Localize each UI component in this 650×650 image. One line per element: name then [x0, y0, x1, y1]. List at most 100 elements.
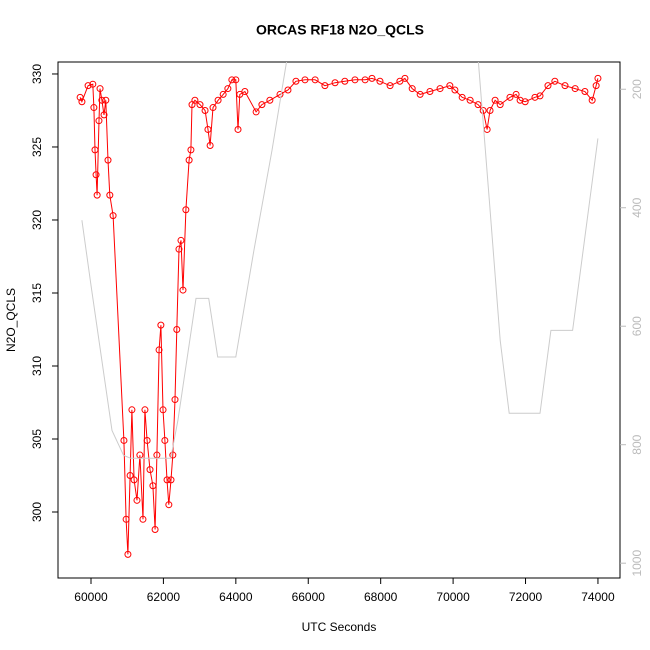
x-tick-label: 66000 — [292, 590, 326, 604]
data-point — [436, 85, 444, 93]
data-point — [544, 82, 552, 90]
data-point — [177, 236, 185, 244]
data-point — [276, 90, 284, 98]
y-tick-label: 315 — [30, 283, 44, 303]
x-tick-label: 68000 — [364, 590, 398, 604]
data-point — [149, 482, 157, 490]
data-point — [266, 96, 274, 104]
data-point — [594, 74, 602, 82]
data-point — [458, 93, 466, 101]
data-point — [236, 90, 244, 98]
data-point — [466, 96, 474, 104]
data-point — [416, 90, 424, 98]
plot-area — [76, 62, 602, 558]
data-point — [163, 476, 171, 484]
data-point — [376, 77, 384, 85]
y2-tick-label: 200 — [630, 79, 644, 99]
data-point — [102, 96, 110, 104]
data-point — [146, 466, 154, 474]
data-point — [191, 96, 199, 104]
data-point — [106, 191, 114, 199]
data-point — [169, 451, 177, 459]
data-point — [321, 82, 329, 90]
data-point — [179, 286, 187, 294]
data-point — [341, 77, 349, 85]
y-axis-label: N2O_QCLS — [4, 288, 18, 352]
data-point — [139, 515, 147, 523]
data-point — [331, 79, 339, 87]
data-point — [396, 77, 404, 85]
data-point — [368, 74, 376, 82]
data-point — [426, 87, 434, 95]
data-point — [232, 76, 240, 84]
x-tick-label: 74000 — [581, 590, 615, 604]
data-point — [165, 501, 173, 509]
data-point — [98, 96, 106, 104]
x-tick-label: 72000 — [509, 590, 543, 604]
x-tick-label: 62000 — [147, 590, 181, 604]
data-point — [351, 76, 359, 84]
data-point — [474, 101, 482, 109]
data-point — [571, 85, 579, 93]
data-point — [120, 436, 128, 444]
data-point — [561, 82, 569, 90]
data-point — [292, 77, 300, 85]
data-point — [159, 406, 167, 414]
data-point — [451, 86, 459, 94]
data-point — [496, 101, 504, 109]
x-tick-label: 70000 — [436, 590, 470, 604]
data-point — [446, 82, 454, 90]
data-point — [284, 86, 292, 94]
data-point — [401, 74, 409, 82]
data-point — [104, 156, 112, 164]
data-point — [151, 526, 159, 534]
plot-frame — [57, 61, 621, 579]
data-point — [90, 104, 98, 112]
y-tick-label: 310 — [30, 356, 44, 376]
data-point — [512, 90, 520, 98]
data-point — [521, 98, 529, 106]
data-point — [224, 85, 232, 93]
data-point — [133, 496, 141, 504]
y2-tick-label: 1000 — [630, 550, 644, 577]
data-point — [173, 325, 181, 333]
data-point — [130, 476, 138, 484]
data-point — [228, 76, 236, 84]
y-tick-label: 305 — [30, 429, 44, 449]
data-point — [531, 93, 539, 101]
data-point — [78, 98, 86, 106]
data-point — [95, 117, 103, 125]
data-point — [592, 82, 600, 90]
data-point — [536, 92, 544, 100]
data-point — [161, 436, 169, 444]
y2-tick-label: 600 — [630, 316, 644, 336]
data-point — [491, 96, 499, 104]
data-point — [234, 125, 242, 133]
data-point — [206, 142, 214, 150]
data-point — [516, 96, 524, 104]
data-point — [155, 346, 163, 354]
x-tick-label: 64000 — [219, 590, 253, 604]
x-axis-label: UTC Seconds — [302, 620, 377, 634]
data-point — [175, 245, 183, 253]
data-point — [185, 156, 193, 164]
data-point — [408, 85, 416, 93]
data-point — [91, 146, 99, 154]
data-point — [219, 90, 227, 98]
data-point — [551, 77, 559, 85]
y-tick-label: 330 — [30, 64, 44, 84]
data-point — [311, 76, 319, 84]
y-tick-label: 300 — [30, 502, 44, 522]
data-point — [361, 76, 369, 84]
series-line — [81, 62, 599, 459]
data-point — [157, 321, 165, 329]
data-point — [89, 80, 97, 88]
y-tick-label: 320 — [30, 210, 44, 230]
data-point — [122, 515, 130, 523]
data-point — [241, 87, 249, 95]
data-point — [84, 82, 92, 90]
x-tick-label: 60000 — [74, 590, 108, 604]
data-point — [100, 111, 108, 119]
